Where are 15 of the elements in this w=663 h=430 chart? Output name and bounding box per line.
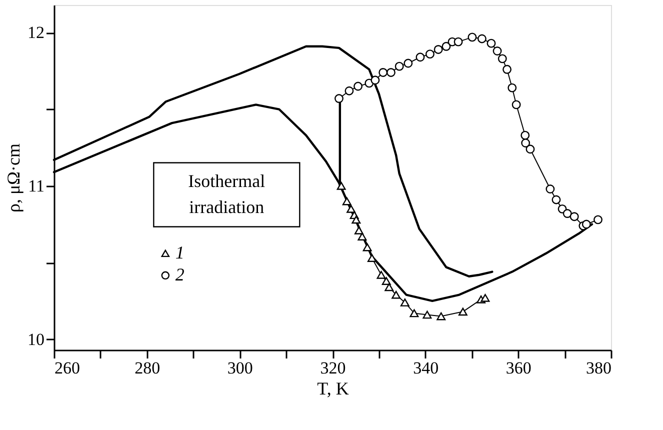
x-tick-label: 300 [227, 358, 253, 378]
x-tick-label: 260 [54, 358, 80, 378]
y-tick-label: 10 [28, 330, 44, 349]
y-tick-label: 12 [28, 23, 44, 42]
legend-label: 1 [175, 242, 184, 262]
x-axis-title: T, K [317, 378, 349, 398]
y-axis-title: ρ, μΩ·cm [4, 144, 24, 212]
legend-label: 2 [175, 264, 184, 284]
x-tick-label: 280 [134, 358, 160, 378]
x-tick-label: 360 [506, 358, 532, 378]
x-tick-label: 320 [320, 358, 346, 378]
annotation: Isothermal irradiation [188, 170, 266, 217]
y-tick-label: 11 [28, 176, 44, 196]
x-tick-label: 340 [413, 358, 439, 378]
x-tick-label: 380 [586, 358, 612, 378]
